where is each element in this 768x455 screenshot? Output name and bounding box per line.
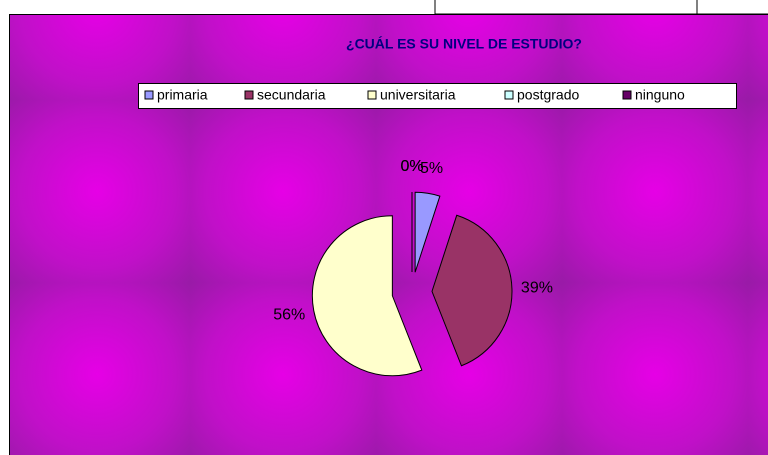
- pie-slice: [431, 214, 513, 367]
- pie-slice: [311, 215, 423, 377]
- legend-label: secundaria: [257, 87, 326, 103]
- legend-swatch: [144, 90, 154, 100]
- sheet-cell: [434, 0, 768, 15]
- legend-swatch: [244, 90, 254, 100]
- data-label: 0%: [400, 158, 423, 175]
- chart-title: ¿CUÁL ES SU NIVEL DE ESTUDIO?: [346, 36, 582, 52]
- legend-label: universitaria: [380, 87, 456, 103]
- legend-label: ninguno: [635, 87, 685, 103]
- legend-swatch: [504, 90, 514, 100]
- data-label: 5%: [420, 160, 443, 177]
- legend-label: postgrado: [517, 87, 579, 103]
- data-label: 56%: [273, 307, 305, 324]
- legend-swatch: [622, 90, 632, 100]
- data-label: 0%: [400, 158, 423, 175]
- pie-slice: [414, 191, 441, 273]
- legend-label: primaria: [157, 87, 208, 103]
- data-label: 39%: [521, 279, 553, 296]
- legend: [138, 83, 737, 109]
- legend-swatch: [367, 90, 377, 100]
